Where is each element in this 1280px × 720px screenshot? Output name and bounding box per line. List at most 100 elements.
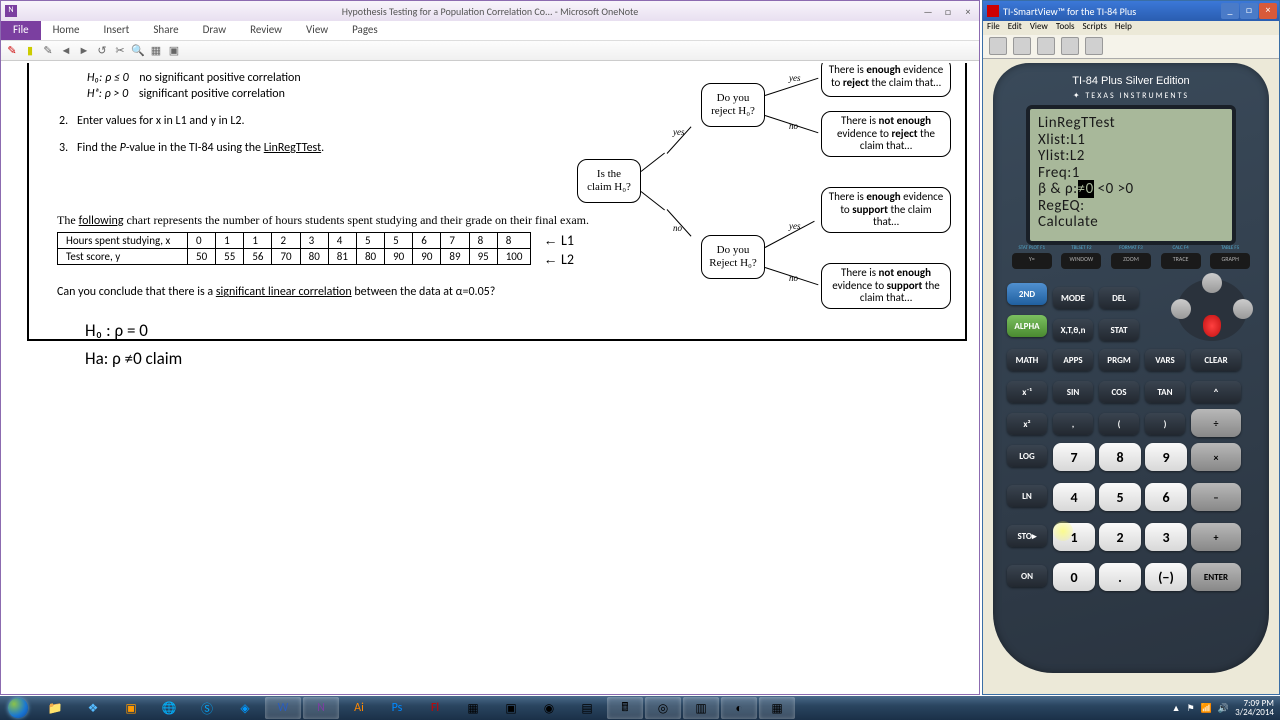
ti-close-button[interactable]: ×	[1259, 3, 1277, 19]
btn-add[interactable]: +	[1191, 523, 1241, 551]
tab-home[interactable]: Home	[41, 21, 92, 40]
btn-sin[interactable]: SIN	[1053, 381, 1093, 403]
maximize-button[interactable]: □	[941, 5, 955, 17]
ti-minimize-button[interactable]: _	[1221, 3, 1239, 19]
taskbar-app3[interactable]: ▣	[493, 697, 529, 719]
pen-icon[interactable]: ✎	[5, 44, 19, 58]
fkey-zoom[interactable]: ZOOM	[1111, 253, 1151, 269]
btn-lpar[interactable]: (	[1099, 413, 1139, 435]
btn-2nd[interactable]: 2ND	[1007, 283, 1047, 305]
taskbar-app7[interactable]: ▥	[683, 697, 719, 719]
start-button[interactable]	[0, 696, 36, 720]
btn-stat[interactable]: STAT	[1099, 319, 1139, 341]
taskbar-explorer[interactable]: 📁	[37, 697, 73, 719]
tray-up-icon[interactable]: ▲	[1172, 703, 1181, 714]
btn-3[interactable]: 3	[1145, 523, 1187, 551]
taskbar-fl[interactable]: Fl	[417, 697, 453, 719]
btn-math[interactable]: MATH	[1007, 349, 1047, 371]
btn-8[interactable]: 8	[1099, 443, 1141, 471]
btn-sub[interactable]: −	[1191, 483, 1241, 511]
fkey-graph[interactable]: GRAPH	[1210, 253, 1250, 269]
ti-tool-icon[interactable]	[989, 37, 1007, 55]
taskbar-dropbox[interactable]: ◈	[227, 697, 263, 719]
btn-mul[interactable]: ×	[1191, 443, 1241, 471]
btn-neg[interactable]: (−)	[1145, 563, 1187, 591]
taskbar-chrome[interactable]: 🌐	[151, 697, 187, 719]
tool2-icon[interactable]: ▦	[149, 44, 163, 58]
taskbar-calc[interactable]: 🖩	[607, 697, 643, 719]
dpad-up[interactable]	[1202, 273, 1222, 293]
tab-insert[interactable]: Insert	[92, 21, 142, 40]
tab-review[interactable]: Review	[238, 21, 294, 40]
taskbar-app9[interactable]: ▦	[759, 697, 795, 719]
btn-9[interactable]: 9	[1145, 443, 1187, 471]
taskbar-ai[interactable]: Ai	[341, 697, 377, 719]
btn-div[interactable]: ÷	[1191, 409, 1241, 437]
tray-network-icon[interactable]: 📶	[1201, 703, 1212, 714]
btn-alpha[interactable]: ALPHA	[1007, 315, 1047, 337]
taskbar-word[interactable]: W	[265, 697, 301, 719]
tab-pages[interactable]: Pages	[340, 21, 390, 40]
btn-clear[interactable]: CLEAR	[1191, 349, 1241, 371]
ti-menu-file[interactable]: File	[987, 21, 1000, 35]
tray-volume-icon[interactable]: 🔊	[1218, 703, 1229, 714]
ti-tool-icon[interactable]	[1085, 37, 1103, 55]
btn-4[interactable]: 4	[1053, 483, 1095, 511]
tab-share[interactable]: Share	[141, 21, 190, 40]
taskbar-app8[interactable]: ◐	[721, 697, 757, 719]
tab-view[interactable]: View	[294, 21, 340, 40]
minimize-button[interactable]: —	[921, 5, 935, 17]
btn-apps[interactable]: APPS	[1053, 349, 1093, 371]
pen2-icon[interactable]: ✎	[41, 44, 55, 58]
taskbar-ps[interactable]: Ps	[379, 697, 415, 719]
btn-dot[interactable]: .	[1099, 563, 1141, 591]
tool-icon[interactable]: ↺	[95, 44, 109, 58]
fkey-window[interactable]: WINDOW	[1061, 253, 1101, 269]
btn-log[interactable]: LOG	[1007, 445, 1047, 467]
tab-file[interactable]: File	[1, 21, 41, 40]
btn-7[interactable]: 7	[1053, 443, 1095, 471]
ti-tool-icon[interactable]	[1013, 37, 1031, 55]
btn-on[interactable]: ON	[1007, 565, 1047, 587]
ti-tool-icon[interactable]	[1061, 37, 1079, 55]
btn-5[interactable]: 5	[1099, 483, 1141, 511]
taskbar-app4[interactable]: ◉	[531, 697, 567, 719]
close-button[interactable]: ×	[961, 5, 975, 17]
tool3-icon[interactable]: ▣	[167, 44, 181, 58]
ti-menu-edit[interactable]: Edit	[1008, 21, 1022, 35]
ti-maximize-button[interactable]: □	[1240, 3, 1258, 19]
btn-x2[interactable]: x²	[1007, 413, 1047, 435]
taskbar-app6[interactable]: ◎	[645, 697, 681, 719]
btn-prgm[interactable]: PRGM	[1099, 349, 1139, 371]
zoom-icon[interactable]: 🔍	[131, 44, 145, 58]
btn-x1[interactable]: x⁻¹	[1007, 381, 1047, 403]
ti-tool-icon[interactable]	[1037, 37, 1055, 55]
dpad-right[interactable]	[1233, 299, 1253, 319]
btn-caret[interactable]: ^	[1191, 381, 1241, 403]
btn-1[interactable]: 1	[1053, 523, 1095, 551]
btn-comma[interactable]: ,	[1053, 413, 1093, 435]
arrow-right-icon[interactable]: ►	[77, 44, 91, 58]
btn-mode[interactable]: MODE	[1053, 287, 1093, 309]
ti-menu-view[interactable]: View	[1030, 21, 1048, 35]
ti-menu-help[interactable]: Help	[1115, 21, 1132, 35]
dpad-left[interactable]	[1171, 299, 1191, 319]
taskbar-app[interactable]: ❖	[75, 697, 111, 719]
highlighter-icon[interactable]: ▮	[23, 44, 37, 58]
btn-0[interactable]: 0	[1053, 563, 1095, 591]
arrow-left-icon[interactable]: ◄	[59, 44, 73, 58]
btn-tan[interactable]: TAN	[1145, 381, 1185, 403]
btn-2[interactable]: 2	[1099, 523, 1141, 551]
btn-enter[interactable]: ENTER	[1191, 563, 1241, 591]
tray-date[interactable]: 3/24/2014	[1235, 708, 1274, 717]
btn-ln[interactable]: LN	[1007, 485, 1047, 507]
tray-flag-icon[interactable]: ⚑	[1187, 703, 1195, 714]
taskbar-app5[interactable]: ▤	[569, 697, 605, 719]
taskbar-onenote[interactable]: N	[303, 697, 339, 719]
btn-6[interactable]: 6	[1145, 483, 1187, 511]
btn-xton[interactable]: X,T,θ,n	[1053, 319, 1093, 341]
btn-del[interactable]: DEL	[1099, 287, 1139, 309]
fkey-trace[interactable]: TRACE	[1161, 253, 1201, 269]
dpad-down[interactable]	[1203, 315, 1221, 337]
btn-vars[interactable]: VARS	[1145, 349, 1185, 371]
